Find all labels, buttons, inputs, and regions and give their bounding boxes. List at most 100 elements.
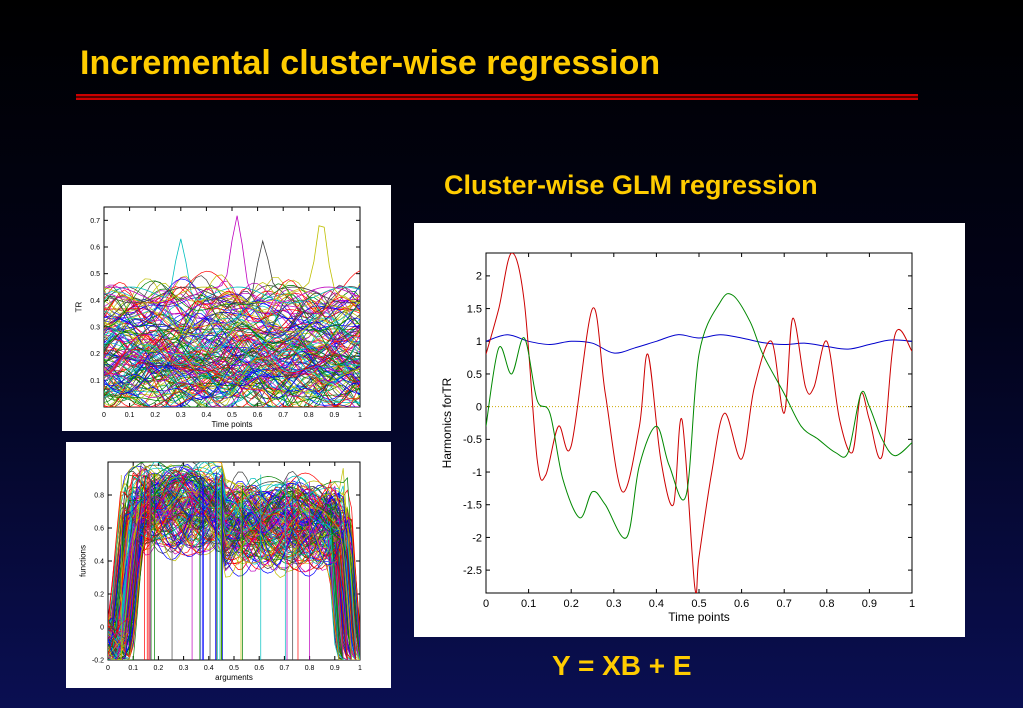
y-tick-label: 0.5 <box>90 271 100 278</box>
y-tick-label: 0.6 <box>90 244 100 251</box>
tr-curves-plot: 0 0.1 0.2 0.3 0.4 0.5 0.6 0.7 0.8 0.9 1 0.1 0.2 0.3 0.… <box>62 185 391 431</box>
title-underline <box>76 94 918 100</box>
tr-curve <box>104 325 360 365</box>
x-tick-label: 0.7 <box>280 665 290 672</box>
axes-2: 0 0.1 0.2 0.3 0.4 0.5 0.6 0.7 0.8 0.9 1 -2.5 -2 -1.5 -… <box>440 252 915 624</box>
tr-curve-peak <box>104 238 360 304</box>
x-tick-label: 0.3 <box>179 665 189 672</box>
harmonic-series-0 <box>486 334 912 354</box>
tr-curve <box>104 274 360 333</box>
tr-curve-peak <box>104 239 360 304</box>
tr-curve <box>104 337 360 366</box>
function-curve-bundle <box>108 462 360 660</box>
x-tick-label: 0.2 <box>564 598 579 610</box>
tr-curve <box>104 305 360 351</box>
y-tick-label: -1 <box>472 467 482 479</box>
y-tick-label: 0.4 <box>94 558 104 565</box>
tr-curve <box>104 316 360 363</box>
y-tick-label: 0 <box>476 402 482 414</box>
x-tick-label: 0.4 <box>204 665 214 672</box>
tr-curve <box>104 372 360 407</box>
y-tick-label: 0.4 <box>90 298 100 305</box>
x-tick-label: 0 <box>102 412 106 419</box>
x-tick-label: 0.3 <box>606 598 621 610</box>
tr-curve <box>104 382 360 403</box>
y-tick-label: -0.2 <box>92 657 104 664</box>
y-tick-label: -2 <box>472 532 482 544</box>
x-tick-label: 0.6 <box>254 665 264 672</box>
glm-subtitle: Cluster-wise GLM regression <box>444 170 818 200</box>
harmonic-series-1 <box>486 253 912 593</box>
x-tick-label: 0 <box>106 665 110 672</box>
tr-curve-peak <box>104 225 360 304</box>
tr-curves-svg: 0 0.1 0.2 0.3 0.4 0.5 0.6 0.7 0.8 0.9 1 0.1 0.2 0.3 0.… <box>75 206 362 429</box>
tr-curve <box>104 352 360 404</box>
tr-curve <box>104 280 360 327</box>
y-tick-label: 1.5 <box>467 303 482 315</box>
x-tick-label: 0.6 <box>734 598 749 610</box>
tr-curve <box>104 350 360 399</box>
y-axis-label: Harmonics forTR <box>440 377 454 468</box>
tr-curve <box>104 369 360 407</box>
y-tick-label: 0.5 <box>467 369 482 381</box>
x-tick-label: 0.5 <box>227 412 237 419</box>
tr-curve <box>104 351 360 399</box>
x-tick-label: 1 <box>358 412 362 419</box>
tr-curve <box>104 321 360 356</box>
tr-curve <box>104 336 360 379</box>
tr-curve <box>104 333 360 376</box>
x-axis-label: Time points <box>211 420 252 429</box>
x-tick-label: 0.7 <box>777 598 792 610</box>
x-tick-label: 0.9 <box>862 598 877 610</box>
harmonics-plot: 0 0.1 0.2 0.3 0.4 0.5 0.6 0.7 0.8 0.9 1 -2.5 -2 -1.5 -… <box>414 223 965 637</box>
tr-curve <box>104 352 360 395</box>
function-curve <box>108 462 360 660</box>
x-tick-label: 0.8 <box>305 665 315 672</box>
y-tick-label: 0.1 <box>90 378 100 385</box>
x-tick-label: 1 <box>909 598 915 610</box>
tr-curve <box>104 380 360 407</box>
tr-curve <box>104 365 360 400</box>
x-tick-label: 0.1 <box>128 665 138 672</box>
tr-curve <box>104 352 360 379</box>
x-axis-label: arguments <box>215 673 253 682</box>
x-axis-label: Time points <box>668 610 730 624</box>
tr-curve <box>104 279 360 324</box>
y-axis-label: TR <box>75 301 84 312</box>
y-tick-label: 0 <box>100 624 104 631</box>
tr-curve <box>104 386 360 407</box>
x-tick-label: 0.9 <box>330 412 340 419</box>
functions-svg: 0 0.1 0.2 0.3 0.4 0.5 0.6 0.7 0.8 0.9 1-0.200.20.4… <box>79 461 362 682</box>
tr-curve <box>104 295 360 336</box>
tr-curve <box>104 312 360 345</box>
tr-curve <box>104 374 360 407</box>
tr-curve <box>104 278 360 337</box>
functions-plot: 0 0.1 0.2 0.3 0.4 0.5 0.6 0.7 0.8 0.9 1 -0.2 0 0.2 0.4… <box>66 442 391 688</box>
tr-curve <box>104 358 360 403</box>
tr-curve <box>104 318 360 362</box>
x-tick-label: 0.8 <box>819 598 834 610</box>
harmonics-svg: 0 0.1 0.2 0.3 0.4 0.5 0.6 0.7 0.8 0.9 1 -2.5 -2 -1.5 -… <box>440 252 915 624</box>
function-curve <box>108 465 360 660</box>
x-tick-label: 0.2 <box>150 412 160 419</box>
x-tick-label: 0.7 <box>278 412 288 419</box>
tr-curve <box>104 275 360 323</box>
x-tick-label: 0.3 <box>176 412 186 419</box>
x-tick-label: 0.1 <box>521 598 536 610</box>
x-tick-label: 0.5 <box>691 598 706 610</box>
x-tick-label: 0.8 <box>304 412 314 419</box>
tr-curve <box>104 327 360 367</box>
tr-curve-peak <box>104 215 360 304</box>
tr-curve <box>104 294 360 351</box>
y-tick-label: 0.6 <box>94 525 104 532</box>
y-tick-label: 0.8 <box>94 492 104 499</box>
y-tick-label: 0.3 <box>90 324 100 331</box>
tr-curve <box>104 340 360 393</box>
tr-curve <box>104 363 360 407</box>
harmonic-series-group <box>486 253 912 593</box>
y-tick-label: -0.5 <box>463 434 482 446</box>
tr-curve <box>104 289 360 345</box>
x-tick-label: 0.4 <box>649 598 664 610</box>
x-tick-label: 1 <box>358 665 362 672</box>
function-curve <box>108 467 360 660</box>
